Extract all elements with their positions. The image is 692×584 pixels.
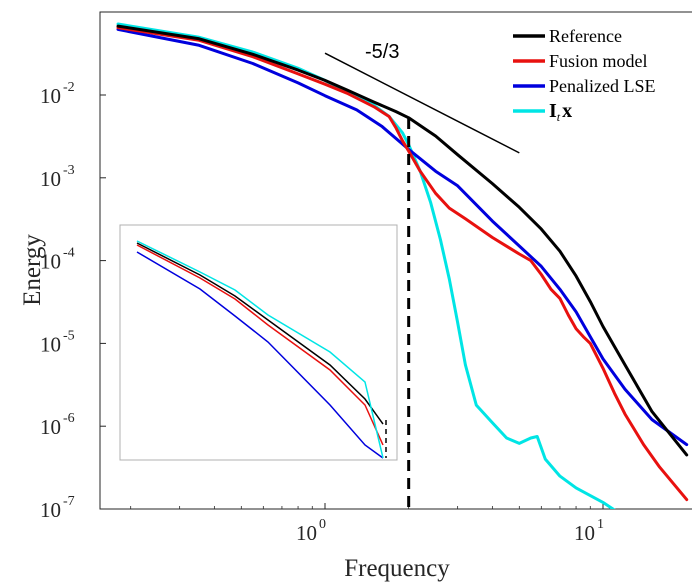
y-tick-label: 10 -6 (40, 411, 75, 439)
y-tick-base: 10 (40, 332, 61, 356)
y-tick-label: 10 -5 (40, 328, 75, 356)
x-axis-label: Frequency (344, 555, 450, 582)
legend-label: It x (549, 100, 572, 124)
legend-label: Fusion model (549, 51, 648, 71)
y-axis-ticks: 10-210-310-410-510-610-7 (40, 80, 106, 522)
y-tick-base: 10 (40, 415, 61, 439)
series-line-fusion-model (116, 26, 689, 502)
y-tick-label: 10 -4 (40, 246, 75, 274)
y-tick-base: 10 (40, 498, 61, 522)
series-line-penalized-lse (116, 27, 689, 447)
inset-plot (119, 224, 398, 461)
y-tick-label: 10 -3 (40, 163, 75, 191)
x-tick-base: 10 (574, 521, 595, 545)
y-tick-base: 10 (40, 84, 61, 108)
y-tick-exponent: -5 (63, 328, 75, 343)
x-tick-exponent: 1 (597, 517, 604, 532)
legend-label-subscript: t (557, 110, 561, 124)
legend-label: Penalized LSE (549, 76, 655, 96)
y-tick-exponent: -6 (63, 411, 75, 426)
y-axis-label: Energy (19, 234, 46, 306)
x-tick-base: 10 (296, 521, 317, 545)
x-axis-ticks: 10 0 10 1 (130, 503, 604, 545)
x-tick-label: 10 1 (574, 517, 604, 545)
y-tick-base: 10 (40, 167, 61, 191)
inset-line-penalized-lse (136, 251, 384, 459)
y-tick-label: 10 -7 (40, 494, 75, 522)
inset-line-i-t-x (136, 240, 384, 459)
slope-label: -5/3 (365, 41, 399, 63)
plot-area: 10 0 10 1 10-210-310-410-510-610-7 -5/3 Ref… (40, 11, 692, 545)
y-tick-base: 10 (40, 250, 61, 274)
legend-label-symbol: I (549, 100, 557, 122)
y-tick-exponent: -2 (63, 80, 75, 95)
slope-reference-line (324, 52, 520, 154)
annotations: -5/3 (324, 41, 520, 509)
inset-line-reference (136, 242, 384, 425)
y-tick-exponent: -4 (63, 246, 75, 261)
inset-frame (119, 224, 398, 461)
y-tick-exponent: -7 (63, 494, 75, 509)
legend-label: Reference (549, 26, 622, 46)
legend-label-variable: x (562, 100, 572, 122)
x-tick-exponent: 0 (319, 517, 326, 532)
legend: Reference Fusion model Penalized LSE It x (508, 22, 688, 130)
x-tick-label: 10 0 (296, 517, 326, 545)
inset-line-fusion-model (136, 244, 384, 446)
series-lines (116, 22, 689, 509)
series-line-reference (116, 24, 689, 457)
y-tick-exponent: -3 (63, 163, 75, 178)
y-tick-label: 10 -2 (40, 80, 75, 108)
